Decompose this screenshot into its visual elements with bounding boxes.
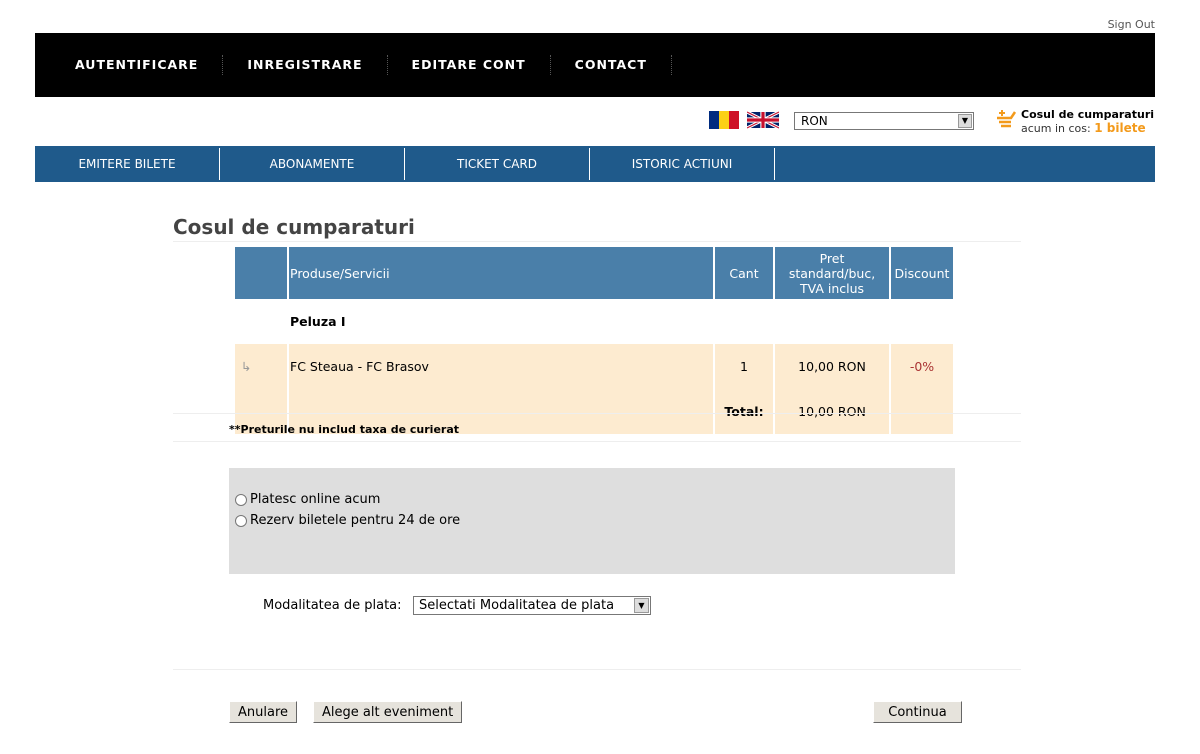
header-products: Produse/Servicii [289,247,713,299]
main-nav: EMITERE BILETE ABONAMENTE TICKET CARD IS… [35,146,1155,182]
total-label: Total: [715,389,773,434]
nav-autentificare[interactable]: AUTENTIFICARE [35,55,224,75]
radio-icon[interactable] [235,493,247,506]
nav-inregistrare[interactable]: INREGISTRARE [223,55,388,75]
discount: -0% [891,344,953,389]
payment-method-value: Selectati Modalitatea de plata [419,598,615,613]
cancel-button[interactable]: Anulare [229,701,298,723]
option-label: Platesc online acum [250,492,381,507]
nav-editare-cont[interactable]: EDITARE CONT [388,55,551,75]
nav-contact[interactable]: CONTACT [551,55,672,75]
group-label: Peluza I [290,314,346,329]
total-row: Total: 10,00 RON [235,389,953,434]
uk-flag-icon[interactable] [747,111,779,129]
payment-method-select[interactable]: Selectati Modalitatea de plata ▼ [413,596,651,615]
currency-select[interactable]: RON ▼ [794,112,974,130]
nav-emitere-bilete[interactable]: EMITERE BILETE [35,148,220,180]
chevron-down-icon: ▼ [634,598,649,613]
choose-other-event-button[interactable]: Alege alt eveniment [313,701,463,723]
chevron-down-icon: ▼ [958,114,972,128]
nav-istoric-actiuni[interactable]: ISTORIC ACTIUNI [590,148,775,180]
page-title: Cosul de cumparaturi [173,215,415,239]
continue-button[interactable]: Continua [873,701,962,723]
courier-note: **Preturile nu includ taxa de curierat [229,423,460,436]
header-discount: Discount [891,247,953,299]
radio-reserve[interactable]: Rezerv biletele pentru 24 de ore [235,513,460,528]
radio-icon[interactable] [235,514,247,527]
cart-summary[interactable]: Cosul de cumparaturi acum in cos: 1 bile… [995,108,1154,135]
romanian-flag-icon[interactable] [709,111,739,129]
nav-abonamente[interactable]: ABONAMENTE [220,148,405,180]
product-name: FC Steaua - FC Brasov [289,344,713,389]
nav-ticket-card[interactable]: TICKET CARD [405,148,590,180]
cart-status: acum in cos: [1021,122,1091,135]
price: 10,00 RON [775,344,889,389]
cart-icon [997,110,1017,128]
option-label: Rezerv biletele pentru 24 de ore [250,513,461,528]
header-blank [235,247,287,299]
table-row: ↳ FC Steaua - FC Brasov 1 10,00 RON -0% [235,344,953,389]
header-price: Pret standard/buc, TVA inclus [775,247,889,299]
cart-count: 1 bilete [1094,121,1146,135]
sign-out-link[interactable]: Sign Out [1107,18,1155,31]
header-qty: Cant [715,247,773,299]
cart-table: Produse/Servicii Cant Pret standard/buc, T… [233,247,955,434]
total-value: 10,00 RON [775,389,889,434]
payment-method-label: Modalitatea de plata: [263,598,402,613]
currency-value: RON [801,114,828,128]
radio-pay-online[interactable]: Platesc online acum [235,492,380,507]
qty: 1 [715,344,773,389]
top-nav: AUTENTIFICARE INREGISTRARE EDITARE CONT … [35,33,1155,97]
cart-title: Cosul de cumparaturi [1021,108,1155,121]
payment-options: Platesc online acum Rezerv biletele pent… [229,468,955,574]
arrow-icon: ↳ [235,344,287,389]
